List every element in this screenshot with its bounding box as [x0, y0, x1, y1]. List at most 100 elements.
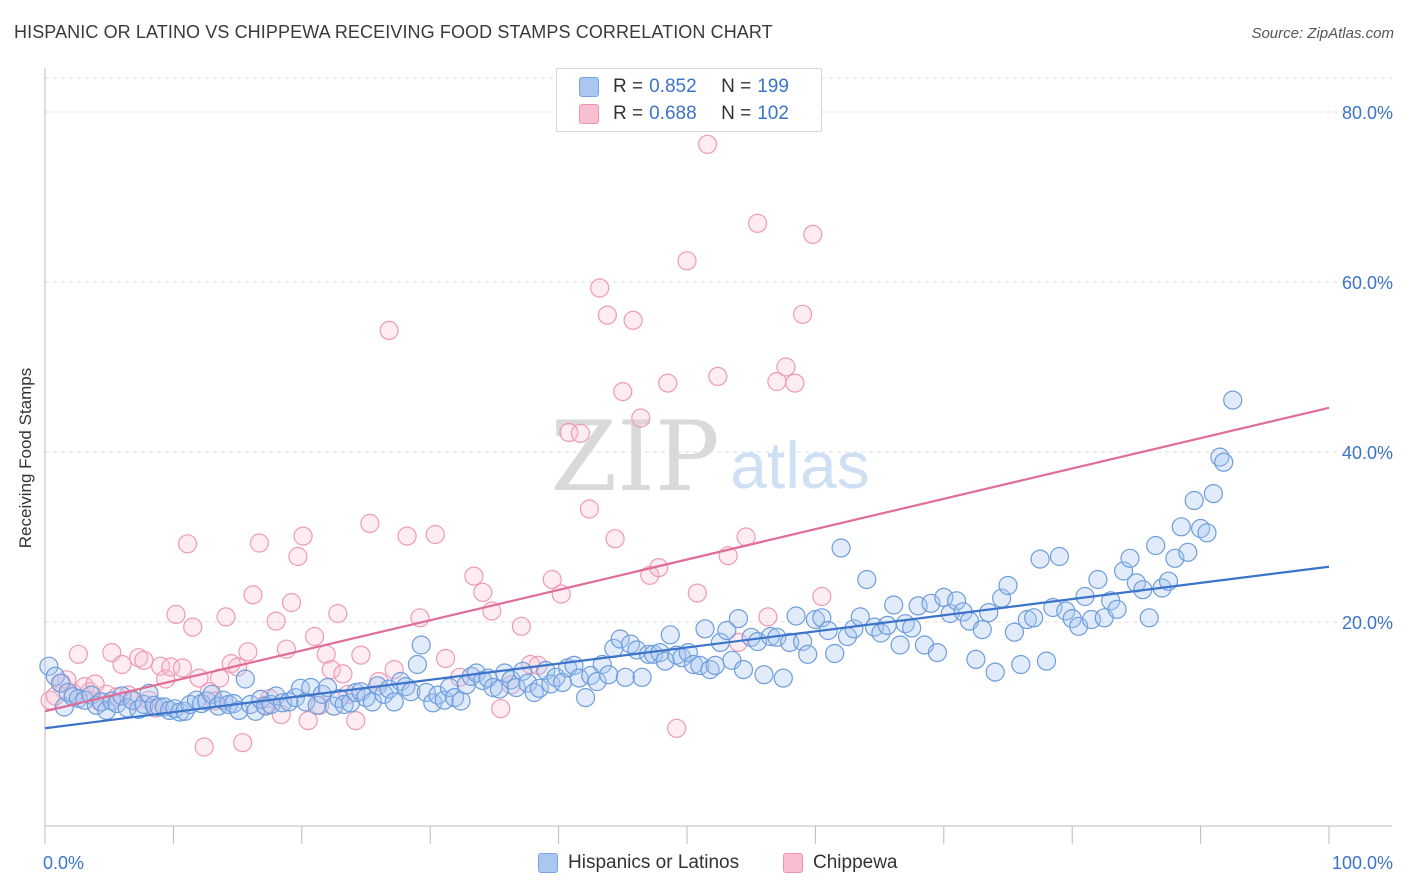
legend-swatch-blue — [579, 77, 599, 97]
chippewa-point — [216, 607, 236, 627]
chippewa-point — [708, 366, 728, 386]
legend-r-value: 0.852 — [649, 76, 697, 97]
chippewa-point — [328, 603, 348, 624]
hispanic-point — [1036, 651, 1057, 671]
chippewa-point — [464, 566, 484, 586]
y-tick-label: 80.0% — [1342, 103, 1393, 123]
hispanic-point — [857, 569, 877, 590]
watermark-atlas: atlas — [730, 428, 869, 502]
bottom-legend-swatch-pink — [783, 853, 803, 873]
hispanic-point — [615, 667, 636, 687]
chippewa-point — [321, 659, 341, 680]
hispanic-point — [1017, 609, 1037, 630]
chippewa-point — [658, 373, 678, 393]
chippewa-point — [677, 251, 697, 271]
hispanic-point — [655, 651, 675, 671]
hispanic-point — [1011, 654, 1031, 675]
hispanic-point — [798, 644, 818, 664]
hispanic-point — [483, 677, 503, 698]
legend-swatch-pink — [579, 104, 599, 124]
hispanic-point — [812, 608, 832, 628]
chippewa-point — [305, 626, 325, 647]
chippewa-trend-line — [44, 406, 1330, 713]
hispanic-point — [979, 602, 999, 623]
chippewa-point — [183, 617, 203, 637]
hispanic-point — [890, 635, 910, 655]
hispanic-point — [1139, 608, 1159, 628]
chippewa-point — [360, 513, 380, 534]
hispanic-point — [877, 615, 897, 636]
chippewa-point — [243, 585, 263, 605]
chippewa-point — [687, 583, 707, 603]
legend-row-hispanic: R = 0.852 N = 199 — [579, 74, 789, 100]
chippewa-point — [542, 569, 562, 590]
chippewa-point — [166, 604, 186, 625]
chippewa-point — [293, 526, 313, 546]
hispanic-point — [1223, 390, 1243, 410]
chippewa-point — [288, 546, 308, 567]
hispanic-point — [985, 662, 1005, 682]
stats-legend: R = 0.852 N = 199 R = 0.688 N = 102 — [556, 68, 822, 132]
chippewa-point — [397, 526, 417, 546]
chippewa-point — [68, 644, 89, 664]
legend-n-label: N = — [721, 103, 752, 124]
chippewa-point — [590, 278, 610, 298]
chippewa-point — [570, 423, 591, 443]
hispanic-point — [1210, 447, 1230, 467]
hispanic-point — [39, 656, 59, 676]
bottom-legend-label: Hispanics or Latinos — [568, 852, 740, 873]
chippewa-point — [425, 524, 445, 545]
hispanic-point — [1049, 546, 1070, 567]
chippewa-point — [346, 710, 366, 731]
y-tick-label: 40.0% — [1342, 443, 1393, 463]
hispanic-point — [569, 668, 589, 688]
chippewa-point — [473, 582, 493, 602]
chippewa-point — [491, 699, 511, 719]
hispanic-point — [139, 683, 159, 704]
hispanic-point — [149, 697, 169, 717]
watermark-zip: ZIP — [550, 401, 719, 513]
chippewa-point — [776, 357, 796, 377]
chippewa-point — [238, 642, 258, 662]
hispanic-point — [1178, 542, 1198, 562]
chippewa-point — [249, 533, 269, 553]
hispanic-point — [998, 575, 1018, 596]
hispanic-point — [235, 669, 255, 689]
hispanic-point — [728, 608, 749, 629]
bottom-legend-label: Chippewa — [813, 852, 898, 873]
bottom-legend-swatch-blue — [538, 853, 558, 873]
legend-n-value: 199 — [757, 76, 789, 97]
chippewa-point — [623, 310, 643, 330]
hispanic-point — [786, 606, 806, 626]
hispanic-point — [1171, 517, 1191, 537]
chippewa-point — [351, 645, 371, 665]
legend-r-label: R = — [613, 103, 644, 124]
bottom-legend-hispanic: Hispanics or Latinos — [538, 852, 739, 874]
hispanic-point — [825, 643, 845, 664]
hispanic-point — [296, 692, 316, 712]
hispanic-point — [384, 692, 404, 712]
hispanic-point — [599, 665, 619, 685]
hispanic-point — [307, 695, 327, 715]
chippewa-point — [233, 733, 253, 753]
x-tick-label: 0.0% — [43, 853, 84, 873]
chippewa-point — [151, 656, 171, 676]
hispanic-point — [733, 659, 754, 680]
chippewa-point — [112, 654, 132, 675]
hispanic-point — [134, 694, 154, 715]
hispanic-point — [966, 649, 986, 670]
legend-n-value: 102 — [757, 103, 789, 124]
hispanic-point — [902, 618, 922, 638]
hispanic-point — [1024, 608, 1044, 628]
hispanic-point — [1113, 561, 1134, 581]
hispanic-point — [407, 654, 427, 675]
hispanic-point — [1214, 452, 1234, 472]
hispanic-point — [1197, 523, 1217, 543]
chippewa-point — [579, 499, 600, 519]
hispanic-point — [927, 642, 948, 663]
hispanic-point — [575, 687, 596, 708]
chippewa-point — [667, 718, 687, 738]
hispanic-point — [334, 694, 354, 715]
hispanic-point — [1146, 535, 1166, 556]
